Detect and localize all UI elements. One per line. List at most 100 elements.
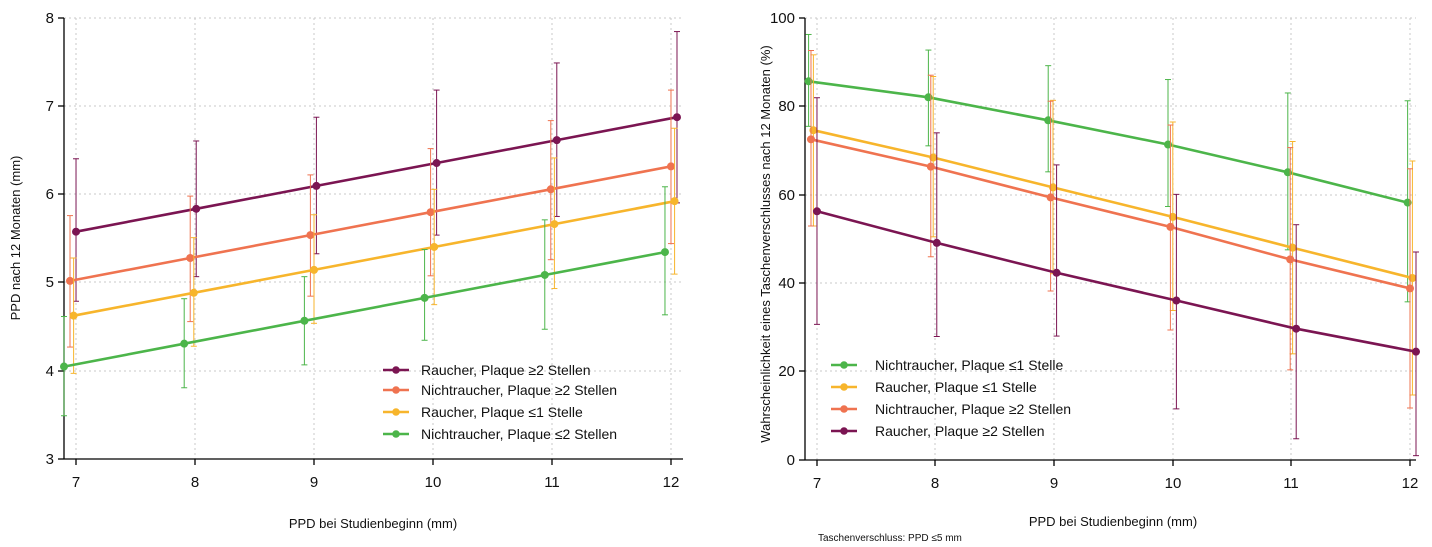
right-xtick-label-9: 9 [1050,475,1058,492]
right-legend-swatch-dot-4 [840,427,848,435]
right-series-4 [812,97,1420,457]
left-legend-label-2: Nichtraucher, Plaque ≥2 Stellen [421,382,617,398]
right-ytick-label-0: 0 [787,452,795,469]
right-series [804,33,1420,457]
left-point-2-5 [546,185,555,194]
right-series-3 [806,50,1415,409]
left-x-ticks: 7 8 9 10 11 12 [72,459,680,491]
right-y-axis-title: Wahrscheinlichkeit eines Taschenverschlu… [758,45,773,442]
left-legend-label-3: Raucher, Plaque ≤1 Stelle [421,404,583,420]
right-point-4-6 [1412,347,1420,356]
left-legend-item-2: Nichtraucher, Plaque ≥2 Stellen [383,382,617,398]
left-point-1-6 [672,113,681,122]
right-legend-label-1: Nichtraucher, Plaque ≤1 Stelle [875,357,1063,373]
left-point-2-4 [426,208,435,217]
left-point-2-3 [306,231,315,240]
right-x-ticks: 7 8 9 10 11 12 [813,460,1419,492]
right-point-3-5 [1286,255,1295,264]
right-xtick-label-10: 10 [1165,475,1182,492]
right-y-ticks: 0 20 40 60 80 100 [770,10,805,469]
right-xtick-label-7: 7 [813,475,821,492]
left-point-2-1 [66,276,75,285]
left-point-3-1 [69,311,78,320]
left-point-3-3 [310,265,319,274]
right-legend-item-1: Nichtraucher, Plaque ≤1 Stelle [831,357,1063,373]
right-point-4-1 [812,207,821,216]
left-point-2-2 [186,254,195,263]
right-legend-item-3: Nichtraucher, Plaque ≥2 Stellen [831,401,1071,417]
right-series-line-4 [816,210,1417,353]
left-ytick-label-5: 5 [46,274,54,291]
left-point-3-5 [550,220,559,229]
left-legend-item-3: Raucher, Plaque ≤1 Stelle [383,404,583,420]
left-point-4-2 [180,339,189,348]
right-legend-swatch-dot-3 [840,405,848,413]
right-legend-label-2: Raucher, Plaque ≤1 Stelle [875,379,1037,395]
right-series-line-3 [810,138,1411,290]
left-series-line-1 [75,115,678,233]
right-legend-item-2: Raucher, Plaque ≤1 Stelle [831,379,1037,395]
left-legend-label-4: Nichtraucher, Plaque ≤2 Stellen [421,426,617,442]
left-point-4-4 [420,293,429,302]
right-legend-item-4: Raucher, Plaque ≥2 Stellen [831,423,1045,439]
right-point-4-4 [1172,296,1181,305]
left-ytick-label-7: 7 [46,98,54,115]
left-xtick-label-8: 8 [191,474,199,491]
left-xtick-label-9: 9 [310,474,318,491]
left-series-2 [66,89,675,348]
left-ytick-label-3: 3 [46,451,54,468]
right-footnote: Taschenverschluss: PPD ≤5 mm [818,533,962,544]
left-legend-swatch-dot-3 [392,408,400,416]
right-xtick-label-12: 12 [1402,475,1419,492]
left-xtick-label-11: 11 [544,474,560,491]
left-series-line-4 [63,250,666,368]
left-chart: 3 4 5 6 7 8 7 8 9 10 11 12 PPD bei Studi… [8,10,683,531]
right-chart: 0 20 40 60 80 100 7 8 9 10 11 12 PPD bei… [758,10,1420,544]
left-xtick-label-12: 12 [663,474,680,491]
left-point-1-1 [72,227,81,236]
left-legend-label-1: Raucher, Plaque ≥2 Stellen [421,362,591,378]
right-legend-swatch-dot-1 [840,361,848,369]
right-series-1 [804,33,1412,303]
right-legend-label-4: Raucher, Plaque ≥2 Stellen [875,423,1045,439]
left-series-1 [72,31,681,302]
left-legend-item-1: Raucher, Plaque ≥2 Stellen [383,362,591,378]
right-point-4-3 [1052,268,1061,277]
right-ytick-label-20: 20 [778,363,795,380]
left-series [60,31,681,417]
right-point-3-6 [1406,284,1415,293]
left-legend-item-4: Nichtraucher, Plaque ≤2 Stellen [383,426,617,442]
left-xtick-label-10: 10 [425,474,442,491]
left-legend-swatch-dot-2 [392,386,400,394]
left-point-4-5 [540,270,549,279]
right-series-line-2 [813,128,1413,280]
right-ytick-label-80: 80 [778,98,795,115]
left-ytick-label-4: 4 [46,363,54,380]
left-point-1-3 [312,181,321,190]
left-series-line-2 [69,165,672,283]
right-point-4-2 [932,238,941,247]
right-x-axis-title: PPD bei Studienbeginn (mm) [1029,514,1197,529]
left-xtick-label-7: 7 [72,474,80,491]
left-point-4-3 [300,316,309,325]
right-point-3-3 [1046,193,1055,202]
right-series-2 [809,54,1417,396]
right-point-4-5 [1292,324,1301,333]
right-xtick-label-8: 8 [931,475,939,492]
left-point-1-4 [432,159,441,168]
left-point-4-1 [60,362,68,371]
left-legend: Raucher, Plaque ≥2 Stellen Nichtraucher,… [383,362,617,442]
right-legend-swatch-dot-2 [840,383,848,391]
right-point-3-1 [806,135,815,144]
left-ytick-label-6: 6 [46,186,54,203]
right-legend: Nichtraucher, Plaque ≤1 Stelle Raucher, … [831,357,1071,439]
right-ytick-label-60: 60 [778,187,795,204]
right-xtick-label-11: 11 [1283,475,1299,492]
left-point-2-6 [666,162,675,171]
left-legend-swatch-dot-1 [392,366,400,374]
left-point-1-2 [192,204,201,213]
left-legend-swatch-dot-4 [392,430,400,438]
right-ytick-label-40: 40 [778,275,795,292]
right-errorbar-4-2 [933,132,940,337]
